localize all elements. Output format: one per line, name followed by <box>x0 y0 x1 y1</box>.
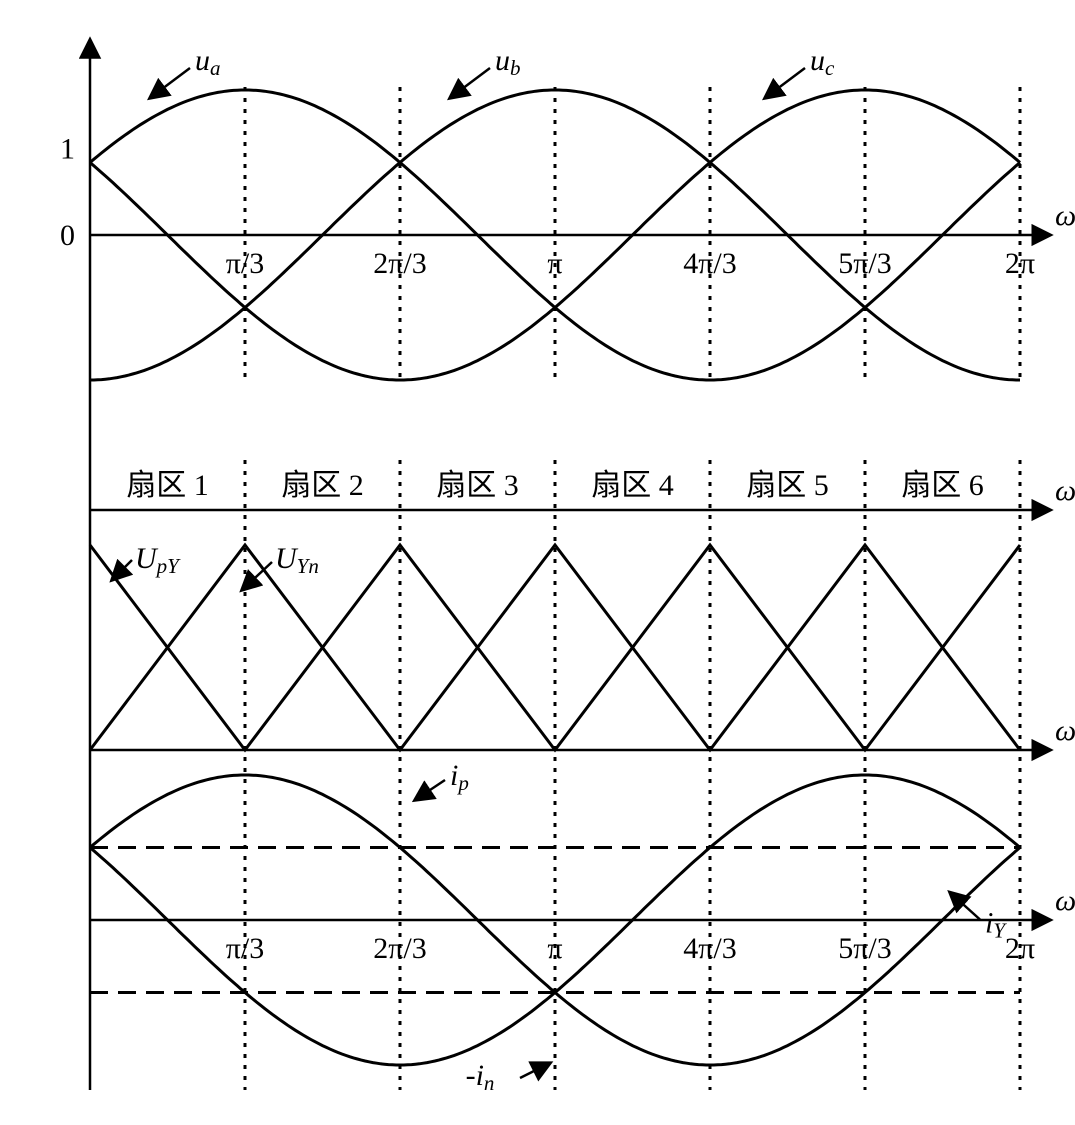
svg-text:π/3: π/3 <box>226 247 264 280</box>
svg-text:1: 1 <box>60 133 75 166</box>
svg-text:4π/3: 4π/3 <box>683 247 736 280</box>
svg-text:uc: uc <box>810 44 835 80</box>
svg-text:ωt: ωt <box>1055 884 1075 917</box>
svg-text:ωt: ωt <box>1055 199 1075 232</box>
svg-text:扇区 5: 扇区 5 <box>746 469 829 502</box>
svg-text:2π/3: 2π/3 <box>373 932 426 965</box>
svg-text:2π/3: 2π/3 <box>373 247 426 280</box>
svg-text:ωt: ωt <box>1055 474 1075 507</box>
svg-text:5π/3: 5π/3 <box>838 247 891 280</box>
svg-text:π/3: π/3 <box>226 932 264 965</box>
svg-text:ub: ub <box>495 44 521 80</box>
svg-text:ωt: ωt <box>1055 714 1075 747</box>
svg-text:0: 0 <box>60 219 75 252</box>
svg-text:2π: 2π <box>1005 932 1035 965</box>
svg-text:扇区 1: 扇区 1 <box>126 469 209 502</box>
svg-text:ua: ua <box>195 44 221 80</box>
svg-text:4π/3: 4π/3 <box>683 932 736 965</box>
svg-text:UpY: UpY <box>135 542 181 578</box>
svg-text:扇区 2: 扇区 2 <box>281 469 364 502</box>
svg-text:扇区 3: 扇区 3 <box>436 469 519 502</box>
svg-text:UYn: UYn <box>275 542 319 578</box>
svg-text:π: π <box>547 932 562 965</box>
svg-text:iY: iY <box>985 907 1007 943</box>
svg-text:扇区 4: 扇区 4 <box>591 469 674 502</box>
svg-text:ip: ip <box>450 759 469 795</box>
svg-text:π: π <box>547 247 562 280</box>
svg-text:扇区 6: 扇区 6 <box>901 469 984 502</box>
svg-text:2π: 2π <box>1005 247 1035 280</box>
svg-text:5π/3: 5π/3 <box>838 932 891 965</box>
